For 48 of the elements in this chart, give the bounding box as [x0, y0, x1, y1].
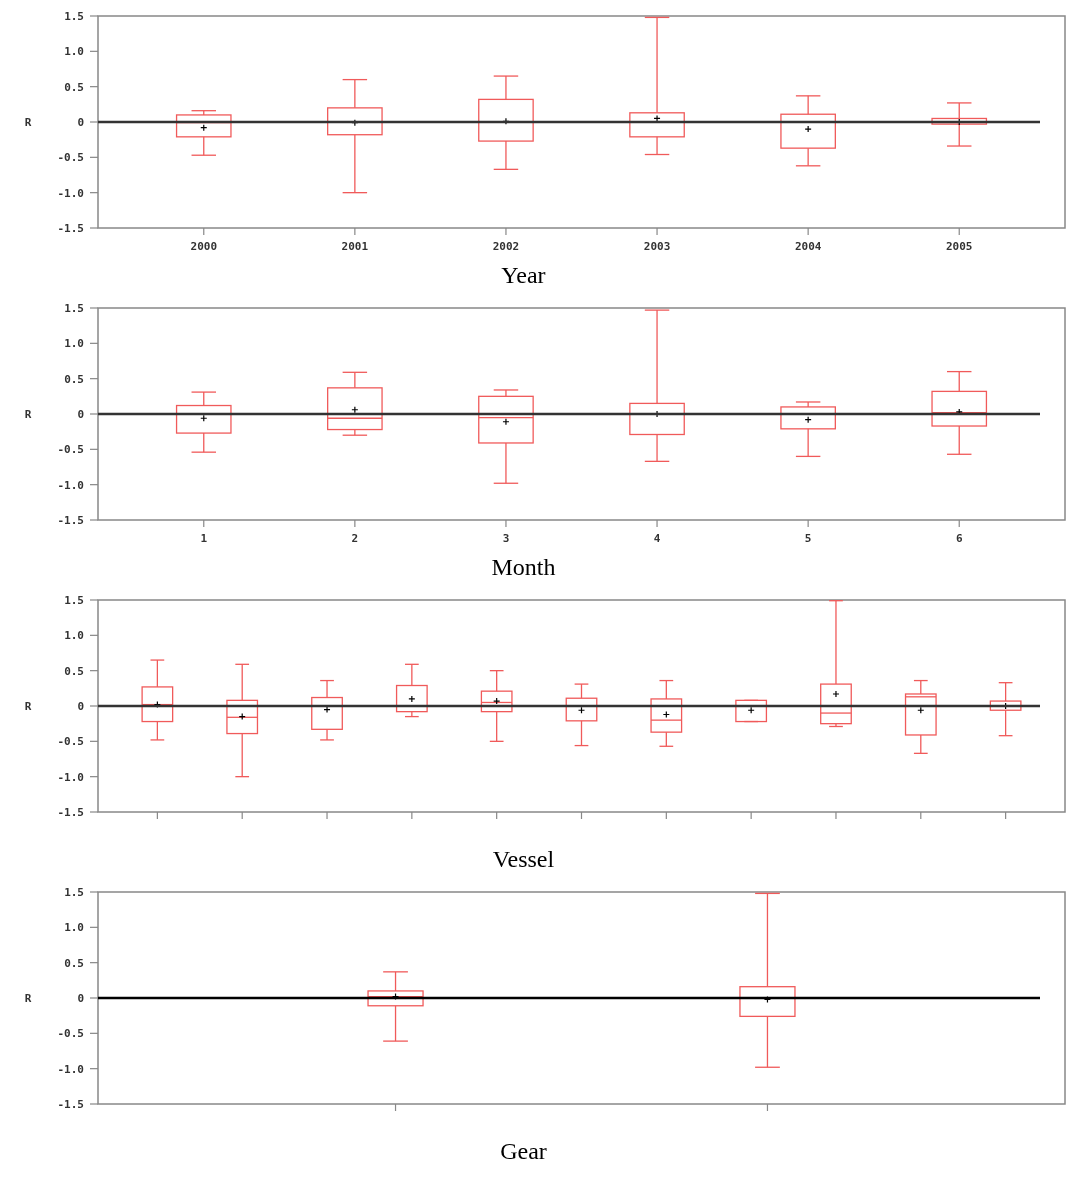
x-axis-title: Gear: [500, 1138, 547, 1164]
y-axis-title: R: [24, 407, 32, 421]
x-tick-label: 2003: [643, 240, 671, 253]
x-tick-label: 5: [804, 532, 812, 545]
x-tick-label: 2001: [341, 240, 369, 253]
y-tick-label: 0.5: [64, 372, 84, 386]
y-axis-title: R: [24, 991, 32, 1005]
y-axis-title: R: [24, 699, 32, 713]
y-tick-label: -1.5: [57, 221, 84, 235]
y-tick-label: 1.0: [64, 629, 84, 643]
x-tick-label: 6: [955, 532, 963, 545]
y-tick-label: -0.5: [57, 151, 84, 165]
x-tick-label: 2: [351, 532, 359, 545]
y-tick-label: -1.0: [57, 770, 84, 784]
y-tick-label: 0.5: [64, 664, 84, 678]
y-tick-label: -0.5: [57, 1027, 84, 1041]
y-tick-label: -1.5: [57, 805, 84, 819]
y-tick-label: -1.0: [57, 1062, 84, 1076]
x-tick-label: 2002: [492, 240, 520, 253]
y-tick-label: 1.0: [64, 45, 84, 59]
x-tick-label: 2004: [794, 240, 822, 253]
y-tick-label: -1.0: [57, 186, 84, 200]
x-tick-label: 1: [200, 532, 208, 545]
y-axis-title: R: [24, 115, 32, 129]
y-tick-label: -1.0: [57, 478, 84, 492]
x-axis-title: Vessel: [492, 846, 555, 872]
y-tick-label: 1.5: [64, 885, 84, 899]
x-axis-title: Year: [501, 262, 546, 288]
y-tick-label: 1.5: [64, 9, 84, 23]
y-tick-label: 1.0: [64, 921, 84, 935]
y-tick-label: 1.5: [64, 301, 84, 315]
y-tick-label: -0.5: [57, 735, 84, 749]
y-tick-label: 0.5: [64, 956, 84, 970]
y-tick-label: 0: [77, 699, 84, 713]
y-tick-label: 1.0: [64, 337, 84, 351]
x-tick-label: 2000: [190, 240, 218, 253]
y-tick-label: 1.5: [64, 593, 84, 607]
y-tick-label: -0.5: [57, 443, 84, 457]
x-axis-title: Month: [491, 554, 556, 580]
y-tick-label: -1.5: [57, 1097, 84, 1111]
y-tick-label: -1.5: [57, 513, 84, 527]
x-tick-label: 3: [502, 532, 510, 545]
y-tick-label: 0: [77, 991, 84, 1005]
x-tick-label: 2005: [945, 240, 973, 253]
x-tick-label: 4: [653, 532, 661, 545]
y-tick-label: 0.5: [64, 80, 84, 94]
y-tick-label: 0: [77, 407, 84, 421]
y-tick-label: 0: [77, 115, 84, 129]
